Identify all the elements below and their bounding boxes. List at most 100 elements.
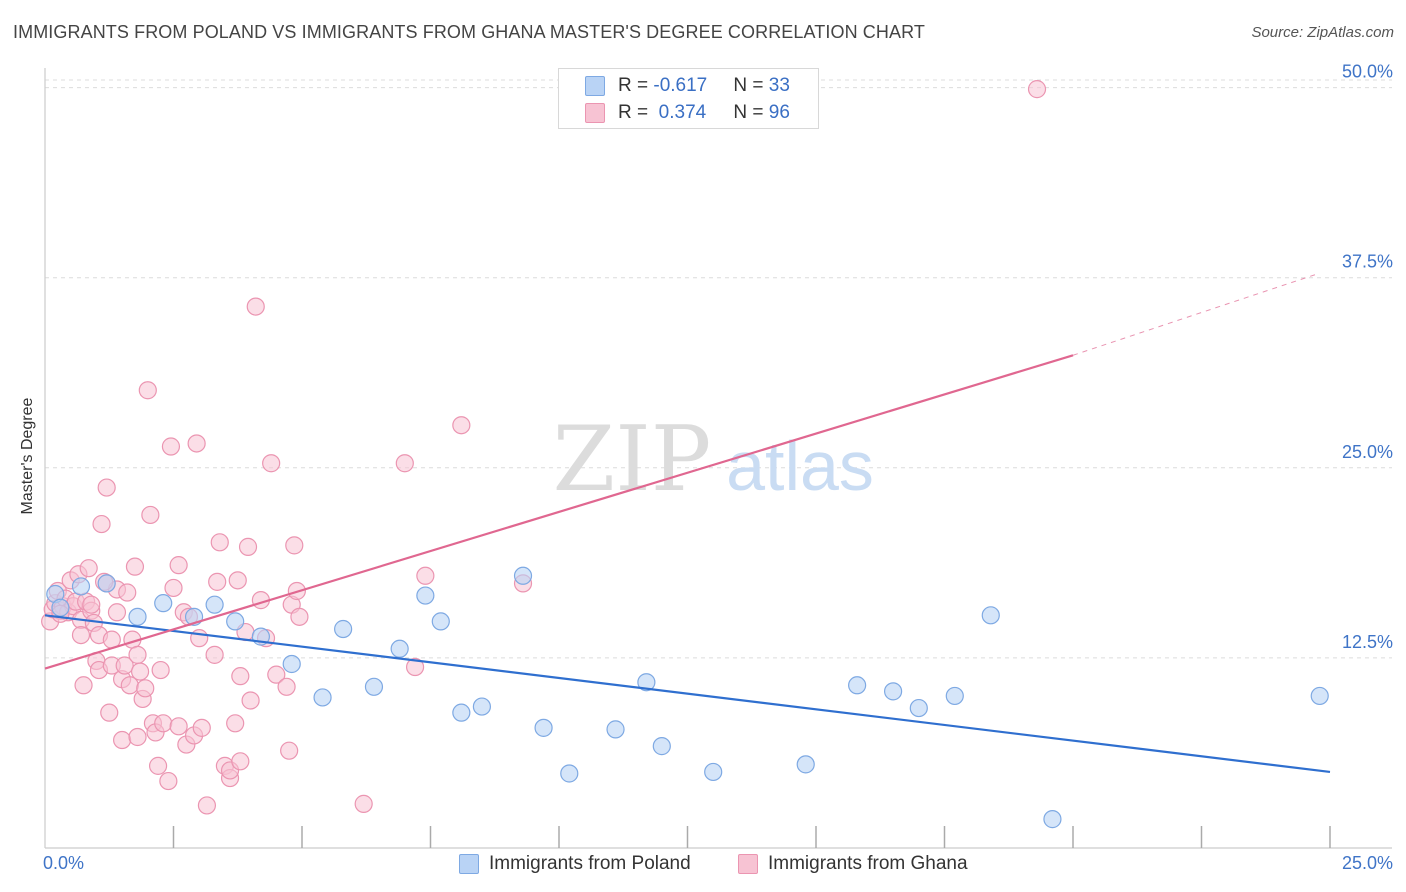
ghana-point <box>226 714 245 733</box>
ghana-point <box>277 677 296 696</box>
legend-n-value-ghana: 96 <box>768 102 790 123</box>
ghana-point <box>151 660 170 680</box>
ghana-point <box>79 559 98 578</box>
poland-point <box>390 639 409 658</box>
ghana-point <box>130 662 150 681</box>
ghana-point <box>231 752 250 771</box>
poland-point <box>313 688 332 707</box>
x-tick-label: 0.0% <box>43 853 84 873</box>
legend-swatch-poland <box>585 76 605 96</box>
bottom-legend-ghana: Immigrants from Ghana <box>738 852 968 876</box>
ghana-point <box>169 556 188 575</box>
poland-point <box>704 762 723 782</box>
ghana-point <box>197 796 217 815</box>
bottom-legend-swatch-poland <box>459 854 479 874</box>
axes <box>44 68 1392 849</box>
ghana-point <box>416 566 435 585</box>
legend-box: R = -0.617 N = 33 R = 0.374 N = 96 <box>558 68 819 129</box>
ghana-point <box>74 676 93 695</box>
bottom-legend-poland: Immigrants from Poland <box>459 852 691 876</box>
y-tick-label: 50.0% <box>1342 62 1393 82</box>
ghana-point <box>97 478 116 497</box>
poland-point <box>1043 810 1062 829</box>
poland-point <box>534 718 553 737</box>
legend-swatch-ghana <box>585 103 605 123</box>
poland-point <box>282 654 301 674</box>
ghana-point <box>82 595 101 614</box>
poland-point <box>128 607 147 626</box>
ghana-point <box>107 603 127 622</box>
ghana-point <box>246 297 265 316</box>
ghana-point <box>100 703 119 722</box>
poland-point <box>909 698 928 718</box>
ghana-point <box>1027 80 1047 99</box>
ghana-point <box>395 454 414 473</box>
poland-points <box>46 566 1329 829</box>
poland-point <box>472 697 491 716</box>
ghana-point <box>405 657 425 677</box>
poland-point <box>848 676 867 695</box>
poland-point <box>883 682 903 701</box>
poland-point <box>637 673 656 692</box>
poland-point <box>97 574 116 593</box>
ghana-trend-line <box>44 354 1074 670</box>
legend-row-ghana: R = 0.374 N = 96 <box>585 101 790 125</box>
ghana-point <box>115 656 134 675</box>
ghana-point <box>192 718 211 737</box>
ghana-point <box>118 583 137 602</box>
ghana-trend-extension <box>1072 272 1320 356</box>
ghana-point <box>205 645 224 664</box>
ghana-point <box>262 454 281 473</box>
poland-point <box>51 598 70 617</box>
poland-point <box>981 606 1000 625</box>
x-tick-label: 25.0% <box>1342 853 1393 873</box>
ghana-points <box>41 80 1047 815</box>
ghana-point <box>161 437 181 456</box>
ghana-point <box>138 381 157 400</box>
ghana-point <box>141 505 160 525</box>
watermark: ZIP atlas <box>553 407 874 512</box>
poland-point <box>945 686 964 706</box>
watermark-atlas: atlas <box>726 427 874 505</box>
poland-point <box>513 566 533 585</box>
ghana-point <box>241 691 260 710</box>
ghana-point <box>228 571 247 590</box>
ghana-point <box>136 679 155 698</box>
ghana-point <box>187 434 206 453</box>
ghana-point <box>452 416 471 435</box>
bottom-legend-label-ghana: Immigrants from Ghana <box>768 853 968 874</box>
ghana-point <box>280 741 299 760</box>
ghana-point <box>148 756 168 775</box>
ghana-point <box>190 629 209 648</box>
ghana-point <box>210 533 229 552</box>
ghana-point <box>125 557 145 576</box>
bottom-legend-label-poland: Immigrants from Poland <box>489 853 691 874</box>
bottom-legend-swatch-ghana <box>738 854 758 874</box>
poland-point <box>205 595 224 614</box>
legend-r-label-poland: R = <box>618 75 654 96</box>
ghana-point <box>128 727 147 747</box>
legend-r-value-ghana: 0.374 <box>653 102 707 123</box>
legend-n-label-ghana: N = <box>733 102 769 123</box>
y-tick-label: 37.5% <box>1342 252 1393 272</box>
legend-n-label-poland: N = <box>733 75 769 96</box>
legend-r-value-poland: -0.617 <box>653 75 708 96</box>
y-tick-label: 25.0% <box>1342 442 1393 462</box>
tick-labels: 12.5% 25.0% 37.5% 50.0% 0.0% 25.0% <box>43 62 1393 873</box>
poland-point <box>364 677 384 696</box>
legend-n-value-poland: 33 <box>768 75 790 96</box>
ghana-point <box>92 514 111 534</box>
legend-r-label-ghana: R = <box>618 102 654 123</box>
poland-point <box>606 720 625 739</box>
poland-point <box>431 612 450 631</box>
ghana-point <box>112 730 132 750</box>
ghana-point <box>290 607 309 626</box>
poland-point <box>71 577 91 596</box>
source-label: Source: ZipAtlas.com <box>1251 24 1394 41</box>
ghana-point <box>154 714 173 733</box>
ghana-point <box>267 665 286 684</box>
ghana-point <box>159 771 178 791</box>
chart-title: IMMIGRANTS FROM POLAND VS IMMIGRANTS FRO… <box>13 22 925 42</box>
watermark-zip: ZIP <box>553 407 712 512</box>
